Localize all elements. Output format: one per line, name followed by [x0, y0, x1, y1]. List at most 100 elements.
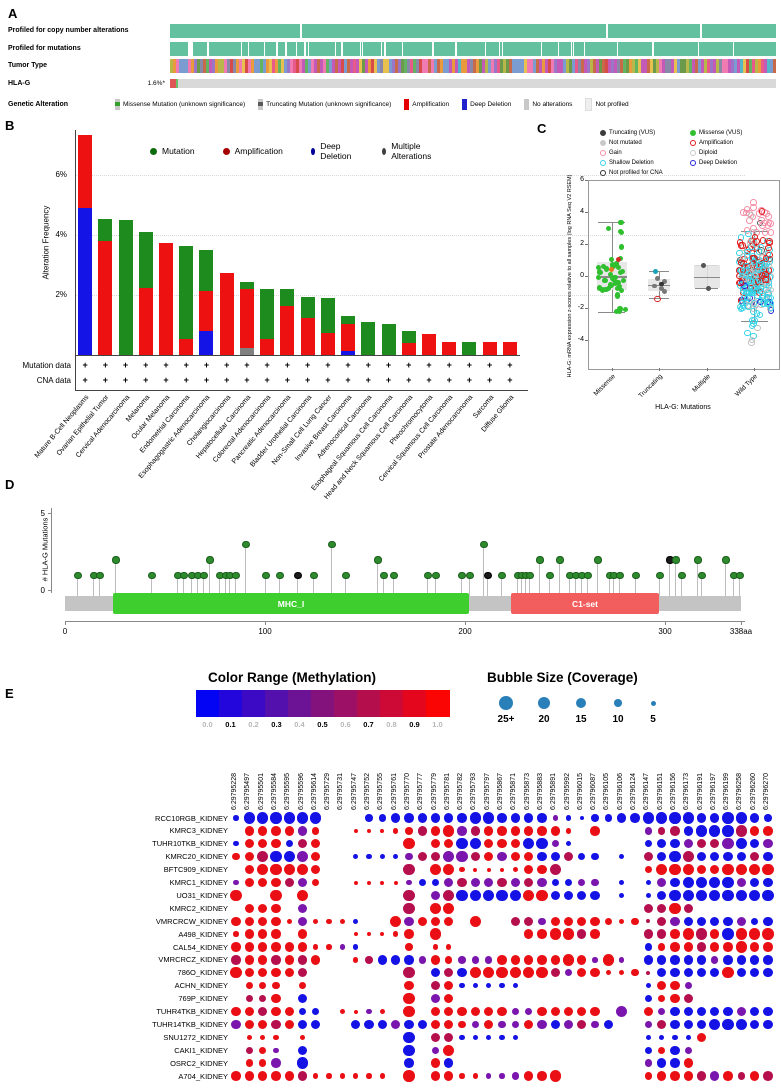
methylation-bubble [658, 1034, 665, 1040]
cna-data-mark: + [163, 375, 169, 385]
methylation-bubble [685, 1034, 691, 1040]
tumor-type-stripe [422, 59, 426, 73]
scatter-point [759, 237, 767, 245]
tumor-type-stripe [365, 59, 369, 73]
methylation-bubble [523, 826, 534, 836]
methylation-bubble [645, 983, 651, 989]
x-tick-mark [265, 621, 266, 625]
tumor-type-stripe [224, 59, 228, 73]
tumor-type-stripe [374, 59, 378, 73]
methylation-bubble [696, 1006, 707, 1017]
tumor-type-stripe [455, 59, 459, 73]
methylation-bubble [565, 815, 572, 821]
methylation-bubble [496, 967, 508, 979]
column-header: 6:29796260 [749, 773, 757, 810]
methylation-bubble [509, 967, 521, 979]
column-header: 6:29795761 [390, 773, 398, 810]
lollipop-head [736, 571, 744, 580]
methylation-bubble [696, 1032, 707, 1042]
methylation-gradient-bar [196, 690, 450, 717]
cna-data-mark: + [385, 375, 392, 385]
legend-item-label: Amplification [699, 140, 734, 146]
methylation-bubble [405, 853, 413, 861]
methylation-bubble [458, 956, 466, 964]
track-gap [733, 42, 735, 56]
cna-data-mark: + [406, 375, 412, 385]
lollipop-head [546, 571, 554, 580]
lollipop-head [232, 571, 240, 580]
panel-d-label: D [5, 477, 15, 492]
methylation-bubble [750, 1071, 760, 1081]
methylation-bubble [297, 968, 308, 978]
methylation-bubble [619, 957, 625, 963]
mutation-data-mark: + [466, 360, 473, 370]
tumor-type-stripe [245, 59, 249, 73]
methylation-bubble [430, 968, 441, 978]
methylation-bubble [512, 866, 518, 873]
methylation-bubble [365, 814, 373, 822]
methylation-bubble [259, 1034, 266, 1040]
scatter-point [751, 233, 759, 241]
methylation-bubble [367, 932, 371, 937]
cna-data-mark: + [183, 375, 189, 385]
tumor-type-stripe [371, 59, 375, 73]
column-header: 6:29795867 [497, 773, 504, 810]
methylation-bubble [417, 916, 427, 926]
tumor-type-stripe [557, 59, 561, 73]
methylation-bubble [311, 1019, 321, 1030]
methylation-bubble [682, 928, 694, 940]
methylation-bubble [271, 839, 281, 849]
panel-b-ylabel: Alteration Frequency [41, 205, 51, 280]
methylation-bubble [486, 983, 492, 989]
row-label: SNU1272_KIDNEY [163, 1032, 228, 1042]
methylation-bubble [257, 1006, 268, 1017]
methylation-bubble [403, 902, 415, 914]
tumor-type-stripe [416, 59, 420, 73]
methylation-bubble [565, 828, 572, 834]
tumor-type-stripe [476, 59, 480, 73]
methylation-bubble [684, 982, 692, 990]
lollipop-stem [609, 574, 610, 596]
methylation-bubble [709, 1018, 721, 1031]
tumor-type-stripe [380, 59, 384, 73]
scatter-point [753, 310, 761, 318]
column-header: 6:29795777 [417, 773, 425, 810]
methylation-bubble [231, 942, 241, 952]
tumor-type-stripe [629, 59, 633, 73]
methylation-bubble [523, 955, 534, 965]
tumor-type-stripe [269, 59, 273, 73]
methylation-bubble [723, 1006, 733, 1017]
lollipop-head [262, 571, 270, 580]
gradient-segment [288, 690, 312, 717]
y-axis-line [51, 508, 52, 593]
x-tick-label: 100 [258, 627, 272, 636]
tumor-type-stripe [485, 59, 489, 73]
lollipop-stem [99, 574, 100, 596]
column-header: 6:29795782 [457, 773, 465, 810]
scatter-point [614, 261, 620, 267]
tumor-type-stripe [473, 59, 477, 73]
methylation-bubble [297, 942, 308, 952]
methylation-bubble [256, 863, 269, 876]
scatter-point [750, 204, 757, 211]
methylation-bubble [523, 929, 534, 939]
methylation-bubble [404, 929, 414, 939]
scatter-point [738, 299, 746, 307]
lollipop-head [722, 556, 730, 564]
methylation-bubble [297, 1071, 308, 1081]
lollipop-stem [559, 559, 560, 596]
lollipop-stem [183, 574, 184, 596]
methylation-bubble [444, 1032, 454, 1042]
methylation-bubble [444, 1006, 454, 1017]
tumor-type-stripe [497, 59, 501, 73]
lollipop-stem [681, 574, 682, 596]
methylation-bubble [443, 851, 455, 863]
lollipop-head [594, 556, 602, 564]
methylation-bubble [695, 876, 708, 889]
scatter-point [615, 293, 621, 299]
methylation-bubble [644, 1072, 652, 1080]
column-header: 6:29796270 [763, 773, 770, 810]
methylation-bubble [644, 994, 652, 1003]
lollipop-head [480, 540, 488, 549]
methylation-bubble [379, 1008, 385, 1015]
